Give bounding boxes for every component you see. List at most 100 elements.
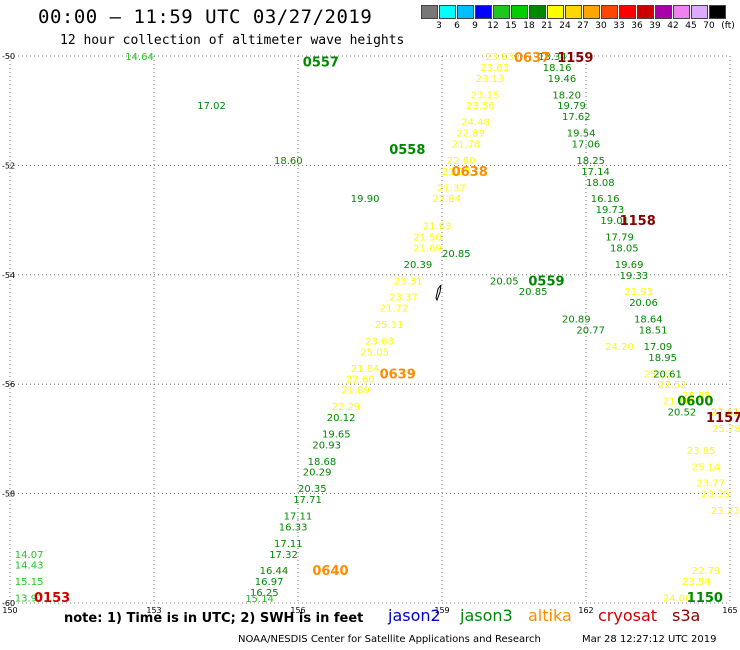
wave-height-label: 21.69: [413, 243, 442, 254]
wave-height-label: 20.89: [562, 315, 591, 326]
legend-tick-label: 3: [436, 21, 442, 31]
legend-tick-label: 45: [685, 21, 697, 31]
wave-height-label: 20.93: [312, 440, 341, 451]
legend-swatch: [691, 5, 708, 19]
footer-note: note: 1) Time is in UTC; 2) SWH is in fe…: [64, 611, 364, 626]
legend-tick-label: 39: [649, 21, 661, 31]
wave-height-label: 23.13: [476, 74, 505, 85]
wave-height-label: 17.32: [269, 550, 298, 561]
wave-height-label: 19.46: [548, 74, 577, 85]
map-grid: [9, 55, 731, 604]
lon-tick-label: 159: [434, 606, 449, 615]
wave-height-label: 19.79: [557, 101, 586, 112]
wave-height-label: 21.83: [423, 222, 452, 233]
lat-tick-label: -58: [2, 490, 15, 499]
lon-tick-label: 162: [578, 606, 593, 615]
pass-time-label: 0559: [528, 274, 564, 289]
track-jason3-nw-se: 14.6417.0218.6019.9021.5020.8520.0520.85…: [125, 52, 740, 435]
lat-tick-label: -60: [2, 599, 15, 608]
wave-height-label: 18.95: [648, 353, 677, 364]
wave-height-label: 22.84: [432, 194, 461, 205]
legend-swatch: [619, 5, 636, 19]
pass-time-label: 0153: [34, 591, 70, 606]
wave-height-label: 18.16: [543, 63, 572, 74]
legend-tick-label: 24: [559, 21, 571, 31]
legend-swatch: [637, 5, 654, 19]
wave-height-label: 17.62: [562, 112, 591, 123]
legend-swatch: [475, 5, 492, 19]
wave-height-label: 18.64: [634, 315, 663, 326]
island-shape: [435, 284, 442, 302]
wave-height-label: 13.97: [15, 594, 44, 605]
legend-swatch: [709, 5, 726, 19]
wave-height-label: 17.11: [284, 511, 313, 522]
wave-height-label: 23.37: [389, 293, 418, 304]
wave-height-label: 16.33: [279, 522, 308, 533]
wave-height-label: 24.48: [461, 118, 490, 129]
map-title: 00:00 – 11:59 UTC 03/27/2019: [38, 6, 373, 28]
wave-height-label: 20.52: [668, 408, 697, 419]
legend-swatch: [529, 5, 546, 19]
wave-height-label: 21.78: [452, 140, 481, 151]
legend-swatch: [439, 5, 456, 19]
wave-height-label: 22.60: [346, 375, 375, 386]
wave-height-label: 25.11: [375, 320, 404, 331]
wave-height-label: 21.89: [341, 386, 370, 397]
wave-height-label: 18.05: [610, 243, 639, 254]
pass-time-label: 1159: [557, 51, 593, 66]
wave-height-label: 18.34: [538, 52, 567, 63]
wave-height-label: 15.15: [15, 577, 44, 588]
wave-height-label: 22.79: [692, 566, 721, 577]
pass-time-label: 0600: [677, 395, 713, 410]
wave-height-label: 23.15: [471, 90, 500, 101]
lon-tick-label: 153: [146, 606, 161, 615]
wave-height-label: 23.23: [711, 506, 740, 517]
wave-height-label: 21.50: [663, 397, 692, 408]
wave-height-tracks: 14.6417.0218.6019.9021.5020.8520.0520.85…: [15, 52, 740, 605]
wave-height-label: 17.14: [581, 167, 610, 178]
footer-credit: NOAA/NESDIS Center for Satellite Applica…: [238, 634, 541, 645]
wave-height-label: 21.27: [442, 167, 471, 178]
wave-height-label: 18.25: [576, 156, 605, 167]
lon-tick-label: 150: [2, 606, 17, 615]
wave-height-label: 20.05: [490, 276, 519, 287]
satellite-label-cryosat: cryosat: [598, 606, 658, 625]
wave-height-label: 17.71: [293, 495, 322, 506]
wave-height-label: 20.61: [653, 369, 682, 380]
wave-height-label: 23.83: [485, 52, 514, 63]
wave-height-label: 23.63: [365, 336, 394, 347]
legend-swatch: [583, 5, 600, 19]
lat-tick-label: -50: [2, 52, 15, 61]
legend-swatch: [565, 5, 582, 19]
wave-height-label: 21.93: [624, 287, 653, 298]
pass-time-label: 1158: [620, 214, 656, 229]
legend-tick-label: 15: [505, 21, 517, 31]
wave-height-label: 20.85: [442, 249, 471, 260]
wave-height-label: 14.43: [15, 561, 44, 572]
wave-height-label: 21.84: [351, 364, 380, 375]
satellite-label-jason3: jason3: [460, 606, 513, 625]
map-subtitle: 12 hour collection of altimeter wave hei…: [60, 33, 405, 48]
legend-tick-label: 21: [541, 21, 553, 31]
pass-time-label: 0558: [389, 143, 425, 158]
footer-timestamp: Mar 28 12:27:12 UTC 2019: [582, 634, 717, 645]
legend-tick-label: 12: [487, 21, 499, 31]
wave-height-label: 20.12: [327, 413, 356, 424]
wave-height-label: 25.33: [644, 369, 673, 380]
pass-time-label: 0640: [312, 564, 348, 579]
wave-height-label: 20.77: [576, 326, 605, 337]
wave-height-label: 23.54: [682, 577, 711, 588]
legend-swatch: [457, 5, 474, 19]
wave-height-label: 19.33: [620, 271, 649, 282]
legend-tick-label: 18: [523, 21, 535, 31]
wave-height-label: 16.97: [255, 577, 284, 588]
wave-height-label: 16.25: [250, 588, 279, 599]
legend-tick-label: 36: [631, 21, 643, 31]
map-axes: 150 153 156 159 162 165 -50 -52 -54 -56 -58 -60: [2, 52, 738, 615]
wave-height-label: 18.60: [274, 156, 303, 167]
track-altika-ne-sw: 23.8323.6323.1323.1523.5624.4822.8921.78…: [332, 52, 514, 413]
wave-height-label: 23.31: [394, 276, 423, 287]
pass-time-label: 0557: [303, 55, 339, 70]
